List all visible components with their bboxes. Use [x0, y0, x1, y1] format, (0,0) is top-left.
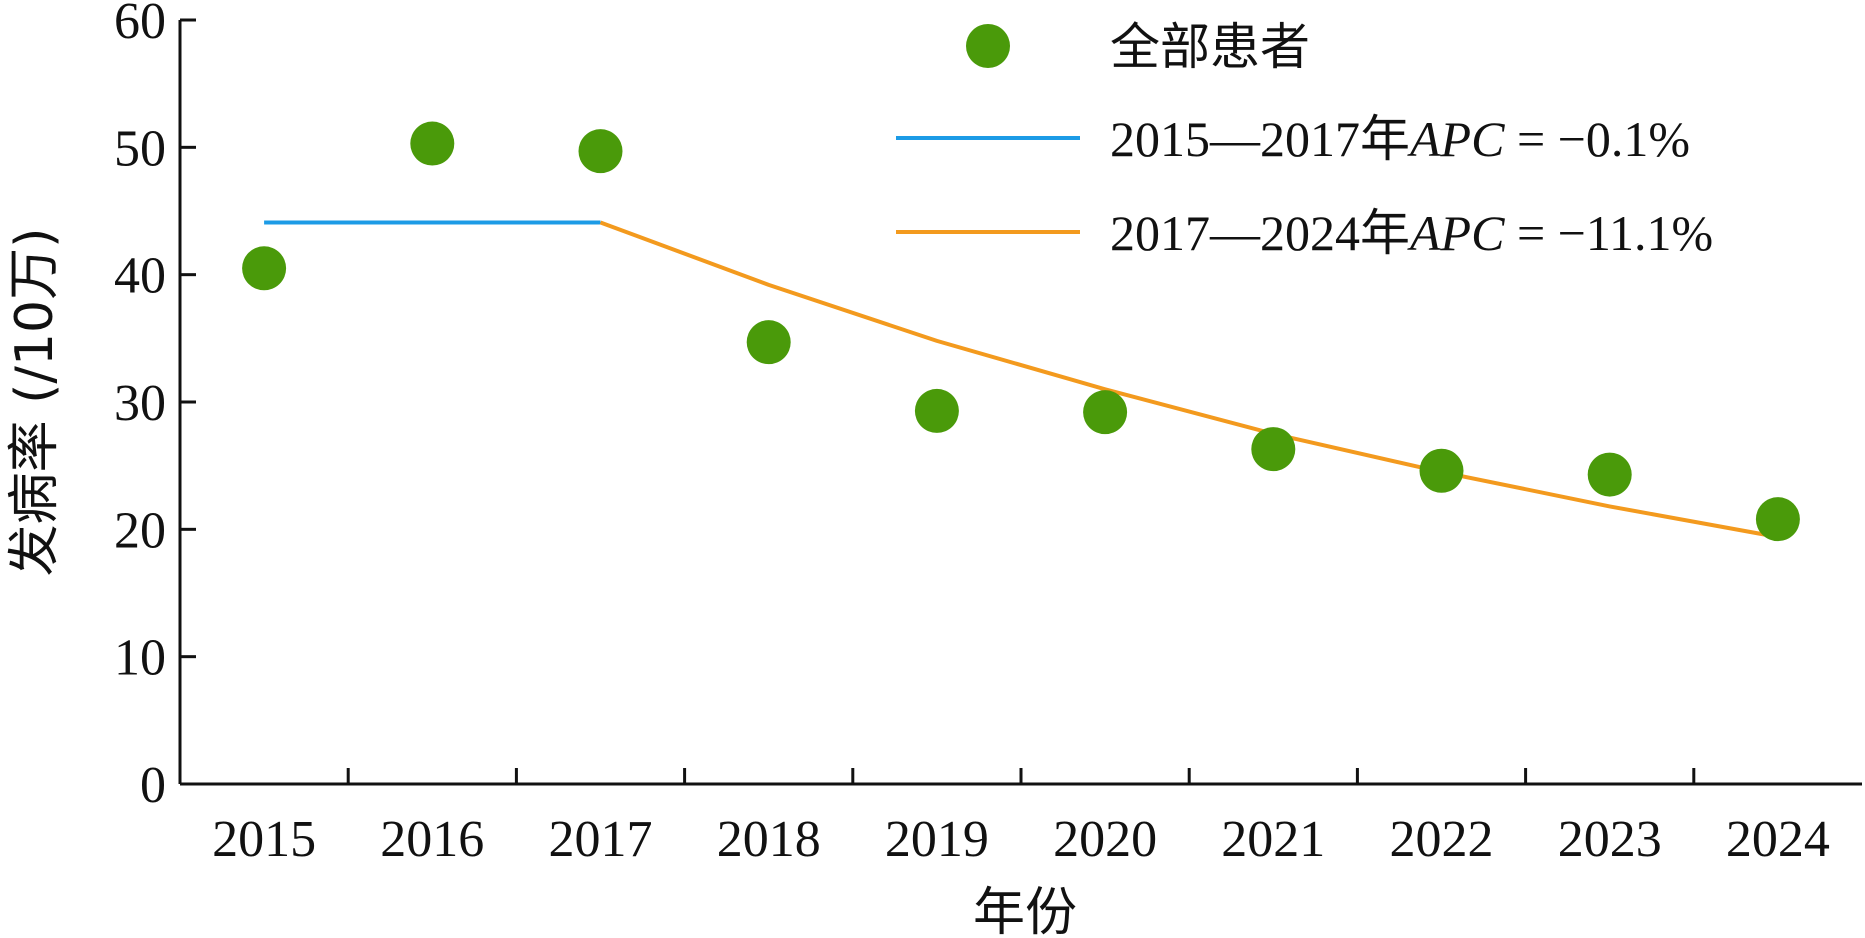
y-tick-label: 40 [114, 248, 166, 305]
data-point [242, 246, 287, 291]
y-tick-label: 30 [114, 375, 166, 432]
data-point [746, 320, 791, 365]
data-point [1083, 390, 1128, 435]
x-tick-label: 2022 [1390, 811, 1494, 868]
x-tick-label: 2024 [1726, 811, 1830, 868]
data-point [1419, 448, 1464, 493]
data-point [1587, 452, 1632, 497]
x-tick-label: 2017 [549, 811, 653, 868]
y-tick-label: 0 [140, 757, 166, 814]
trend-line [599, 220, 1779, 539]
legend-label: 2017—2024年APC = −11.1% [1110, 205, 1713, 261]
legend-label: 全部患者 [1110, 18, 1310, 76]
x-tick-label: 2015 [212, 811, 316, 868]
y-tick-label: 60 [114, 0, 166, 50]
y-ticks: 0 10 20 30 40 50 60 [114, 0, 196, 814]
x-tick-label: 2016 [380, 811, 484, 868]
data-point [410, 121, 455, 166]
data-point [578, 129, 623, 174]
y-tick-label: 10 [114, 630, 166, 687]
series-layer [242, 121, 1800, 542]
data-point [914, 388, 959, 433]
x-tick-label: 2020 [1053, 811, 1157, 868]
legend-marker [966, 24, 1010, 68]
x-tick-label: 2023 [1558, 811, 1662, 868]
data-point [1755, 497, 1800, 542]
x-ticks: 2015 2016 2017 2018 2019 2020 2021 2022 2023 2024 [212, 768, 1830, 868]
x-axis-title: 年份 [973, 883, 1077, 938]
legend: 全部患者 2015—2017年APC = −0.1% 2017—2024年APC =… [896, 18, 1713, 261]
x-tick-label: 2018 [717, 811, 821, 868]
y-tick-label: 20 [114, 502, 166, 559]
y-axis-title: 发病率 (/10万) [5, 228, 65, 577]
x-tick-label: 2019 [885, 811, 989, 868]
x-tick-label: 2021 [1221, 811, 1325, 868]
data-point [1251, 427, 1296, 472]
y-tick-label: 50 [114, 120, 166, 177]
legend-label: 2015—2017年APC = −0.1% [1110, 111, 1690, 167]
